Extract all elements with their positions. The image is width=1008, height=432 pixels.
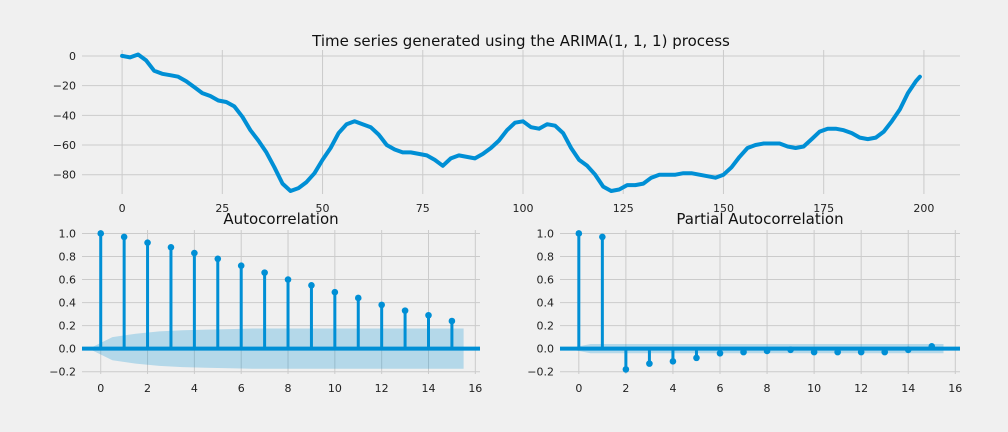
y-tick-label: 0 (69, 50, 76, 63)
data-point (97, 230, 105, 237)
series-line (120, 52, 922, 193)
data-point (401, 307, 409, 314)
x-tick-label: 10 (807, 382, 821, 395)
x-tick-label: 0 (575, 382, 582, 395)
x-tick-label: 125 (613, 202, 634, 215)
data-point (904, 346, 912, 354)
x-tick-label: 2 (144, 382, 151, 395)
y-tick-label: 1.0 (537, 227, 555, 240)
chart-title: Partial Autocorrelation (676, 210, 843, 228)
x-tick-label: 0 (97, 382, 104, 395)
data-point (448, 317, 456, 325)
data-point (261, 269, 268, 276)
data-point (740, 348, 747, 356)
data-point (599, 233, 606, 241)
y-tick-label: 0.4 (59, 297, 77, 310)
y-tick-label: 0.4 (537, 297, 555, 310)
y-tick-label: 0.2 (537, 320, 555, 333)
data-point (120, 233, 128, 241)
data-point (144, 239, 151, 246)
data-point (284, 276, 292, 283)
autocorrelation-chart: 0 2 4 6 8 10 12 14 16 −0.2 0.0 0.2 0.4 0.6 0.8 1.0 Autoc… (49, 210, 482, 395)
data-point (575, 230, 583, 237)
data-point (928, 343, 936, 350)
chart-title: Time series generated using the ARIMA(1,… (311, 32, 730, 50)
data-point (331, 288, 339, 296)
data-point (191, 249, 198, 257)
y-tick-label: 0.8 (537, 250, 555, 263)
data-point (308, 281, 315, 289)
data-point (716, 349, 724, 357)
y-tick-label: 1.0 (59, 227, 77, 240)
y-tick-label: −0.2 (49, 366, 76, 379)
data-point (646, 360, 653, 367)
data-point (787, 346, 794, 354)
x-tick-label: 16 (948, 382, 962, 395)
y-tick-label: 0.0 (537, 343, 555, 356)
data-point (763, 347, 771, 355)
y-tick-label: −20 (53, 80, 76, 93)
y-tick-label: 0.0 (59, 343, 77, 356)
partial-autocorrelation-chart: 0 2 4 6 8 10 12 14 16 −0.2 0.0 0.2 0.4 0.6 0.8 1.0 Parti… (527, 210, 962, 395)
x-tick-label: 4 (669, 382, 676, 395)
time-series-chart: 0 25 50 75 100 125 150 175 200 0 −20 −40 −60 −80 Time … (53, 32, 960, 215)
x-tick-label: 25 (215, 202, 229, 215)
y-tick-label: −80 (53, 169, 76, 182)
x-tick-label: 200 (913, 202, 934, 215)
x-tick-label: 10 (328, 382, 342, 395)
x-tick-label: 8 (285, 382, 292, 395)
data-point (622, 366, 630, 373)
y-tick-label: 0.2 (59, 320, 77, 333)
data-point (378, 301, 385, 309)
x-tick-label: 16 (468, 382, 482, 395)
data-point (693, 354, 700, 362)
data-point (425, 311, 432, 319)
data-point (857, 348, 865, 356)
chart-title: Autocorrelation (223, 210, 338, 228)
y-tick-label: 0.8 (59, 250, 77, 263)
data-point (834, 348, 841, 356)
x-tick-label: 75 (416, 202, 430, 215)
x-tick-label: 2 (622, 382, 629, 395)
x-tick-label: 4 (191, 382, 198, 395)
x-tick-label: 175 (813, 202, 834, 215)
x-tick-label: 6 (717, 382, 724, 395)
x-tick-label: 0 (119, 202, 126, 215)
data-point (237, 262, 245, 270)
x-tick-label: 6 (238, 382, 245, 395)
x-tick-label: 14 (901, 382, 915, 395)
y-tick-label: −40 (53, 109, 76, 122)
x-tick-label: 150 (713, 202, 734, 215)
x-tick-label: 100 (513, 202, 534, 215)
y-tick-label: 0.6 (537, 274, 555, 287)
data-point (881, 348, 889, 356)
x-tick-label: 8 (764, 382, 771, 395)
x-tick-label: 12 (854, 382, 868, 395)
y-tick-label: −0.2 (527, 366, 554, 379)
data-point (669, 358, 677, 365)
x-tick-label: 12 (375, 382, 389, 395)
data-point (810, 348, 818, 356)
data-point (214, 255, 222, 263)
y-tick-label: −60 (53, 139, 76, 152)
data-point (354, 294, 362, 302)
x-tick-label: 14 (421, 382, 435, 395)
data-point (167, 243, 175, 251)
x-tick-label: 50 (316, 202, 330, 215)
y-tick-label: 0.6 (59, 274, 77, 287)
